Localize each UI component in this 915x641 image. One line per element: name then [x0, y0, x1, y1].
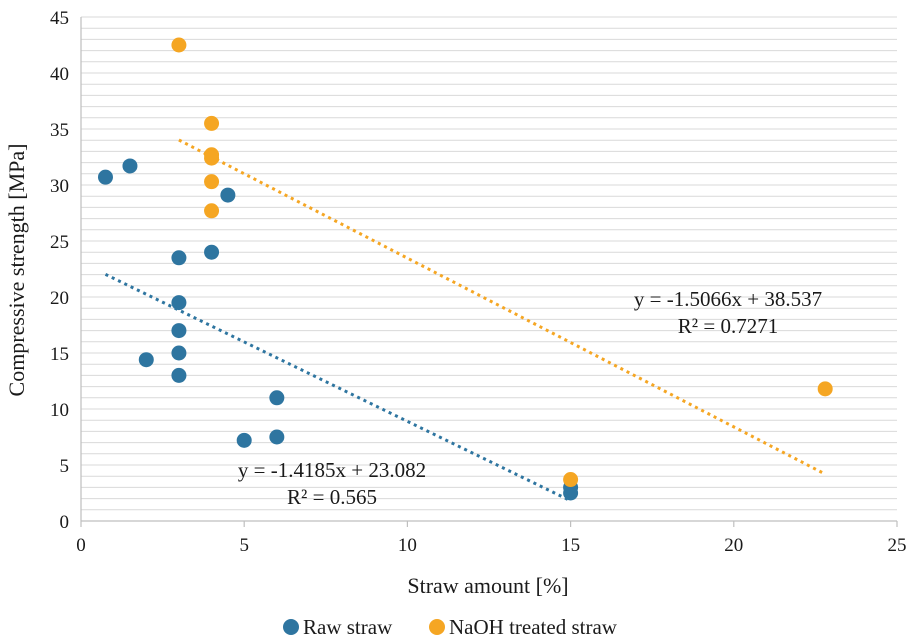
y-axis-title: Compressive strength [MPa] [4, 144, 29, 397]
x-axis-title: Straw amount [%] [407, 573, 568, 598]
point-raw-straw [122, 158, 138, 174]
y-tick-label: 35 [50, 120, 69, 141]
axes [80, 17, 898, 527]
point-naoh-treated-straw [204, 174, 220, 190]
naoh-trend-equation: y = -1.5066x + 38.537 [634, 287, 822, 311]
y-tick-label: 20 [50, 288, 69, 309]
x-tick-label: 5 [239, 535, 249, 556]
point-raw-straw [204, 244, 220, 260]
gridlines [81, 16, 897, 511]
legend: Raw straw NaOH treated straw [283, 615, 618, 639]
point-raw-straw [220, 187, 236, 203]
y-tick-label: 25 [50, 232, 69, 253]
point-raw-straw [269, 390, 285, 406]
x-tick-label: 15 [561, 535, 580, 556]
legend-label-naoh-treated-straw: NaOH treated straw [449, 615, 618, 639]
trendline-raw-straw [104, 273, 572, 503]
point-naoh-treated-straw [204, 150, 220, 166]
y-tick-label: 45 [50, 8, 69, 29]
point-raw-straw [236, 432, 252, 448]
point-raw-straw [97, 169, 113, 185]
trendline-naoh-treated-straw [178, 138, 826, 476]
point-raw-straw [171, 323, 187, 339]
raw-trend-equation: y = -1.4185x + 23.082 [238, 458, 426, 482]
point-raw-straw [171, 250, 187, 266]
legend-marker-naoh-treated-straw [429, 619, 445, 635]
point-naoh-treated-straw [563, 472, 579, 488]
y-tick-label: 5 [60, 456, 70, 477]
x-tick-label: 20 [724, 535, 743, 556]
point-raw-straw [171, 295, 187, 311]
point-raw-straw [269, 429, 285, 445]
point-naoh-treated-straw [204, 203, 220, 219]
y-tick-label: 0 [60, 512, 70, 533]
legend-label-raw-straw: Raw straw [303, 615, 393, 639]
x-tick-label: 0 [76, 535, 86, 556]
point-raw-straw [171, 367, 187, 383]
x-tick-label: 10 [398, 535, 417, 556]
x-tick-label: 25 [888, 535, 907, 556]
y-tick-label: 15 [50, 344, 69, 365]
point-raw-straw [138, 352, 154, 368]
y-tick-label: 10 [50, 400, 69, 421]
naoh-trend-r2: R² = 0.7271 [678, 314, 778, 338]
legend-marker-raw-straw [283, 619, 299, 635]
trendlines [104, 138, 826, 503]
tick-labels: 0 5 10 15 20 25 0 5 10 15 20 25 30 35 40 45 [50, 8, 907, 556]
point-raw-straw [171, 345, 187, 361]
y-tick-label: 30 [50, 176, 69, 197]
point-naoh-treated-straw [204, 115, 220, 131]
point-naoh-treated-straw [817, 381, 833, 397]
point-naoh-treated-straw [171, 37, 187, 53]
data-points [97, 37, 833, 501]
y-tick-label: 40 [50, 64, 69, 85]
raw-trend-r2: R² = 0.565 [287, 485, 377, 509]
